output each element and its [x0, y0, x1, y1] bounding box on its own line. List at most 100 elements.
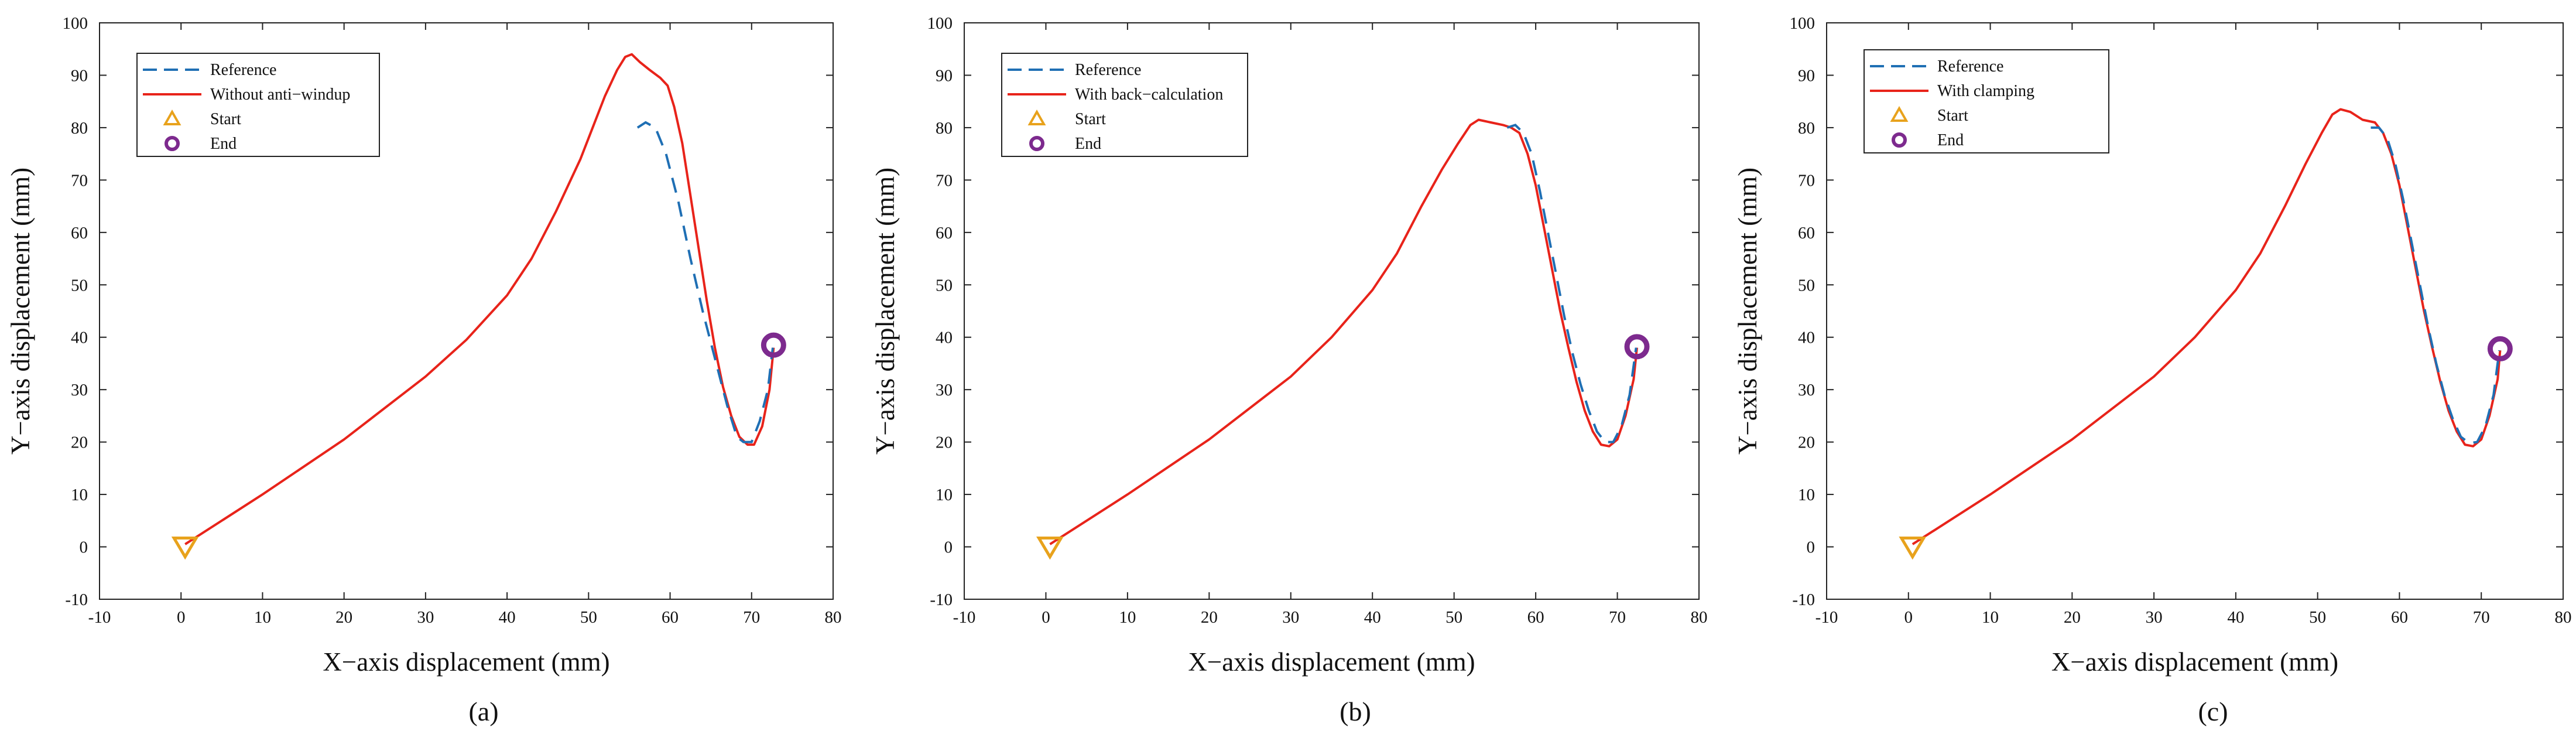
y-tick-label: 10: [71, 486, 88, 504]
y-tick-label: 0: [944, 538, 953, 557]
x-tick-label: -10: [1815, 608, 1838, 627]
legend-label: End: [210, 135, 237, 153]
legend-swatch-end: [1892, 132, 1907, 148]
x-tick-label: 50: [1445, 608, 1462, 627]
y-tick-label: -10: [930, 590, 953, 609]
y-tick-label: 90: [1798, 66, 1815, 85]
y-tick-label: 70: [936, 171, 953, 190]
x-axis-label: X−axis displacement (mm): [1188, 647, 1475, 677]
x-tick-label: 50: [580, 608, 597, 627]
y-tick-label: 30: [936, 381, 953, 399]
panel-caption: (c): [2198, 696, 2228, 726]
y-tick-label: 20: [936, 433, 953, 452]
y-tick-label: 70: [1798, 171, 1815, 190]
x-tick-label: 10: [1119, 608, 1136, 627]
y-tick-label: -10: [1792, 590, 1815, 609]
y-tick-label: 30: [71, 381, 88, 399]
x-tick-label: 0: [1042, 608, 1050, 627]
legend: Reference Without anti−windup Start End: [136, 53, 380, 157]
y-tick-label: 80: [1798, 119, 1815, 138]
y-axis-label: Y−axis displacement (mm): [6, 168, 35, 455]
y-tick-label: 20: [1798, 433, 1815, 452]
y-tick-label: 90: [71, 66, 88, 85]
x-tick-label: 60: [2391, 608, 2408, 627]
y-tick-label: 40: [936, 329, 953, 347]
y-axis-label: Y−axis displacement (mm): [1733, 168, 1762, 455]
y-tick-label: 20: [71, 433, 88, 452]
legend-label: Start: [210, 110, 241, 128]
x-tick-label: 80: [1691, 608, 1708, 627]
y-tick-label: 60: [936, 224, 953, 243]
x-tick-label: 30: [1282, 608, 1299, 627]
x-tick-label: 10: [1982, 608, 1999, 627]
y-tick-label: 100: [1790, 14, 1815, 33]
x-tick-label: 20: [2064, 608, 2081, 627]
x-tick-label: 20: [1201, 608, 1218, 627]
x-tick-label: 70: [743, 608, 760, 627]
x-tick-label: 80: [825, 608, 842, 627]
x-tick-label: 30: [417, 608, 434, 627]
x-tick-label: 40: [2227, 608, 2244, 627]
series-line-reference: [2371, 126, 2500, 445]
x-tick-label: 20: [335, 608, 352, 627]
x-axis-label: X−axis displacement (mm): [2051, 647, 2338, 677]
y-tick-label: 30: [1798, 381, 1815, 399]
series-line-actual: [1049, 118, 1638, 545]
y-tick-label: 40: [71, 329, 88, 347]
y-tick-label: 60: [1798, 224, 1815, 243]
x-tick-label: 0: [1904, 608, 1913, 627]
legend: Reference With clamping Start End: [1864, 49, 2109, 153]
y-tick-label: 40: [1798, 329, 1815, 347]
end-marker: [761, 332, 786, 358]
legend-swatch-start: [163, 109, 181, 125]
y-tick-label: 60: [71, 224, 88, 243]
end-marker: [1624, 334, 1650, 360]
y-tick-label: 90: [936, 66, 953, 85]
series-line-actual: [184, 53, 775, 545]
x-tick-label: -10: [953, 608, 976, 627]
chart-panel-b: -10 0 10 20 30 40 50 60 70 80 -10 0 10 20 30 40 50 60 70 80…: [871, 14, 1708, 726]
panel-caption: (a): [468, 696, 498, 726]
y-tick-label: 80: [71, 119, 88, 138]
y-tick-label: 0: [80, 538, 88, 557]
x-tick-label: -10: [88, 608, 111, 627]
y-tick-label: 100: [927, 14, 953, 33]
chart-panel-c: -10 0 10 20 30 40 50 60 70 80 -10 0 10 20 30 40 50 60 70 80…: [1733, 14, 2572, 726]
x-tick-label: 30: [2146, 608, 2163, 627]
start-marker: [1036, 537, 1064, 560]
x-axis-label: X−axis displacement (mm): [323, 647, 609, 677]
legend-swatch-end: [165, 136, 180, 151]
series-line-reference: [636, 121, 774, 443]
chart-panel-a: -10 0 10 20 30 40 50 60 70 80 -10 0 10 20 30 40 50 60 70 80…: [6, 14, 842, 726]
legend-swatch-start: [1027, 109, 1046, 125]
x-tick-label: 10: [254, 608, 271, 627]
x-tick-label: 40: [499, 608, 516, 627]
x-tick-label: 50: [2309, 608, 2326, 627]
x-tick-label: 0: [177, 608, 186, 627]
panel-caption: (b): [1340, 696, 1371, 726]
legend-swatch-end: [1029, 136, 1044, 151]
y-tick-label: 50: [936, 276, 953, 295]
legend-label: Start: [1937, 107, 1968, 125]
end-marker: [2487, 336, 2513, 361]
y-tick-label: 50: [1798, 276, 1815, 295]
legend-swatch-start: [1890, 105, 1909, 122]
y-tick-label: 10: [1798, 486, 1815, 504]
y-axis-label: Y−axis displacement (mm): [871, 168, 900, 455]
start-marker: [171, 537, 199, 560]
legend-label: Without anti−windup: [210, 86, 350, 104]
legend-label: With back−calculation: [1075, 86, 1223, 104]
legend-label: End: [1075, 135, 1101, 153]
x-tick-label: 70: [1609, 608, 1626, 627]
x-tick-label: 70: [2473, 608, 2490, 627]
series-line-reference: [1506, 124, 1638, 443]
start-marker: [1899, 537, 1927, 560]
y-tick-label: -10: [65, 590, 88, 609]
x-tick-label: 80: [2555, 608, 2572, 627]
y-tick-label: 0: [1807, 538, 1815, 557]
legend: Reference With back−calculation Start End: [1001, 53, 1248, 157]
x-tick-label: 40: [1364, 608, 1381, 627]
y-tick-label: 80: [936, 119, 953, 138]
legend-label: Reference: [210, 61, 276, 79]
